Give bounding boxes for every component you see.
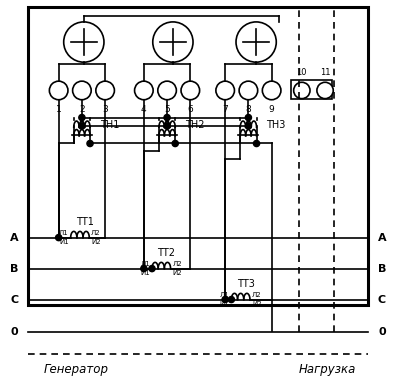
Circle shape bbox=[228, 296, 234, 303]
Text: 1: 1 bbox=[56, 105, 62, 114]
Text: 6: 6 bbox=[188, 105, 193, 114]
Circle shape bbox=[64, 22, 104, 62]
Bar bbox=[28, 7, 368, 305]
Text: Л2: Л2 bbox=[252, 292, 262, 298]
Text: ТТ1: ТТ1 bbox=[76, 217, 94, 227]
Circle shape bbox=[245, 114, 252, 121]
Text: 8: 8 bbox=[246, 105, 251, 114]
Text: И1: И1 bbox=[59, 239, 69, 245]
Circle shape bbox=[164, 123, 170, 129]
Text: 9: 9 bbox=[269, 105, 274, 114]
Text: ТН1: ТН1 bbox=[100, 120, 119, 130]
Circle shape bbox=[49, 81, 68, 100]
Circle shape bbox=[245, 123, 252, 129]
Circle shape bbox=[216, 81, 234, 100]
Text: ТН2: ТН2 bbox=[185, 120, 204, 130]
Text: ТТ2: ТТ2 bbox=[158, 248, 176, 258]
Circle shape bbox=[153, 22, 193, 62]
Circle shape bbox=[149, 266, 155, 272]
Text: 0: 0 bbox=[378, 328, 386, 337]
Text: Генератор: Генератор bbox=[44, 363, 108, 376]
Circle shape bbox=[254, 140, 260, 147]
Circle shape bbox=[317, 82, 333, 99]
Circle shape bbox=[239, 81, 258, 100]
Circle shape bbox=[294, 82, 310, 99]
Text: И1: И1 bbox=[140, 270, 150, 276]
Text: ТТ3: ТТ3 bbox=[237, 279, 255, 289]
Circle shape bbox=[222, 296, 228, 303]
Circle shape bbox=[96, 81, 114, 100]
Text: 4: 4 bbox=[141, 105, 147, 114]
Text: И2: И2 bbox=[91, 239, 101, 245]
Text: A: A bbox=[10, 232, 18, 243]
Circle shape bbox=[262, 81, 281, 100]
Circle shape bbox=[56, 234, 62, 241]
Text: И2: И2 bbox=[252, 301, 262, 307]
Circle shape bbox=[172, 140, 178, 147]
Circle shape bbox=[87, 140, 93, 147]
Bar bbox=[291, 80, 332, 99]
Text: B: B bbox=[10, 264, 18, 273]
Text: Л2: Л2 bbox=[91, 230, 101, 236]
Text: 10: 10 bbox=[296, 68, 307, 77]
Circle shape bbox=[164, 114, 170, 121]
Text: 2: 2 bbox=[79, 105, 85, 114]
Circle shape bbox=[141, 266, 147, 272]
Text: Л1: Л1 bbox=[59, 230, 69, 236]
Circle shape bbox=[181, 81, 200, 100]
Text: Л2: Л2 bbox=[172, 261, 182, 267]
Text: 11: 11 bbox=[320, 68, 330, 77]
Text: И2: И2 bbox=[172, 270, 182, 276]
Text: C: C bbox=[378, 294, 386, 305]
Text: И1: И1 bbox=[220, 301, 230, 307]
Circle shape bbox=[236, 22, 276, 62]
Circle shape bbox=[73, 81, 91, 100]
Text: 7: 7 bbox=[222, 105, 228, 114]
Text: Л1: Л1 bbox=[140, 261, 150, 267]
Text: Л1: Л1 bbox=[220, 292, 230, 298]
Circle shape bbox=[134, 81, 153, 100]
Text: B: B bbox=[378, 264, 386, 273]
Circle shape bbox=[158, 81, 176, 100]
Text: 0: 0 bbox=[10, 328, 18, 337]
Text: 3: 3 bbox=[102, 105, 108, 114]
Text: C: C bbox=[10, 294, 18, 305]
Circle shape bbox=[79, 123, 85, 129]
Text: 5: 5 bbox=[164, 105, 170, 114]
Text: ТН3: ТН3 bbox=[266, 120, 286, 130]
Text: A: A bbox=[378, 232, 386, 243]
Text: Нагрузка: Нагрузка bbox=[299, 363, 356, 376]
Circle shape bbox=[79, 114, 85, 121]
